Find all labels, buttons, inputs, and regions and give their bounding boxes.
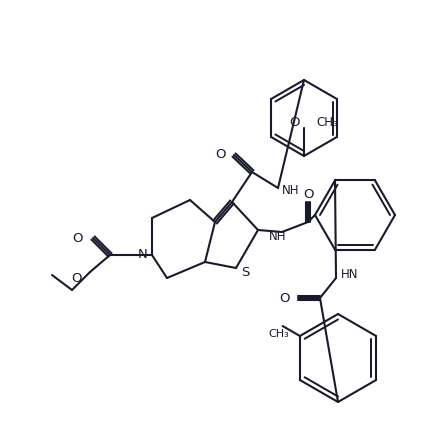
Text: HN: HN <box>341 268 359 281</box>
Text: O: O <box>280 291 290 305</box>
Text: O: O <box>303 187 313 200</box>
Text: N: N <box>138 248 148 262</box>
Text: NH: NH <box>269 230 287 242</box>
Text: CH₃: CH₃ <box>268 329 289 339</box>
Text: O: O <box>289 115 300 129</box>
Text: O: O <box>71 272 82 284</box>
Text: CH₃: CH₃ <box>316 115 338 129</box>
Text: O: O <box>215 148 226 160</box>
Text: O: O <box>73 232 83 245</box>
Text: NH: NH <box>282 184 300 197</box>
Text: S: S <box>241 266 249 278</box>
